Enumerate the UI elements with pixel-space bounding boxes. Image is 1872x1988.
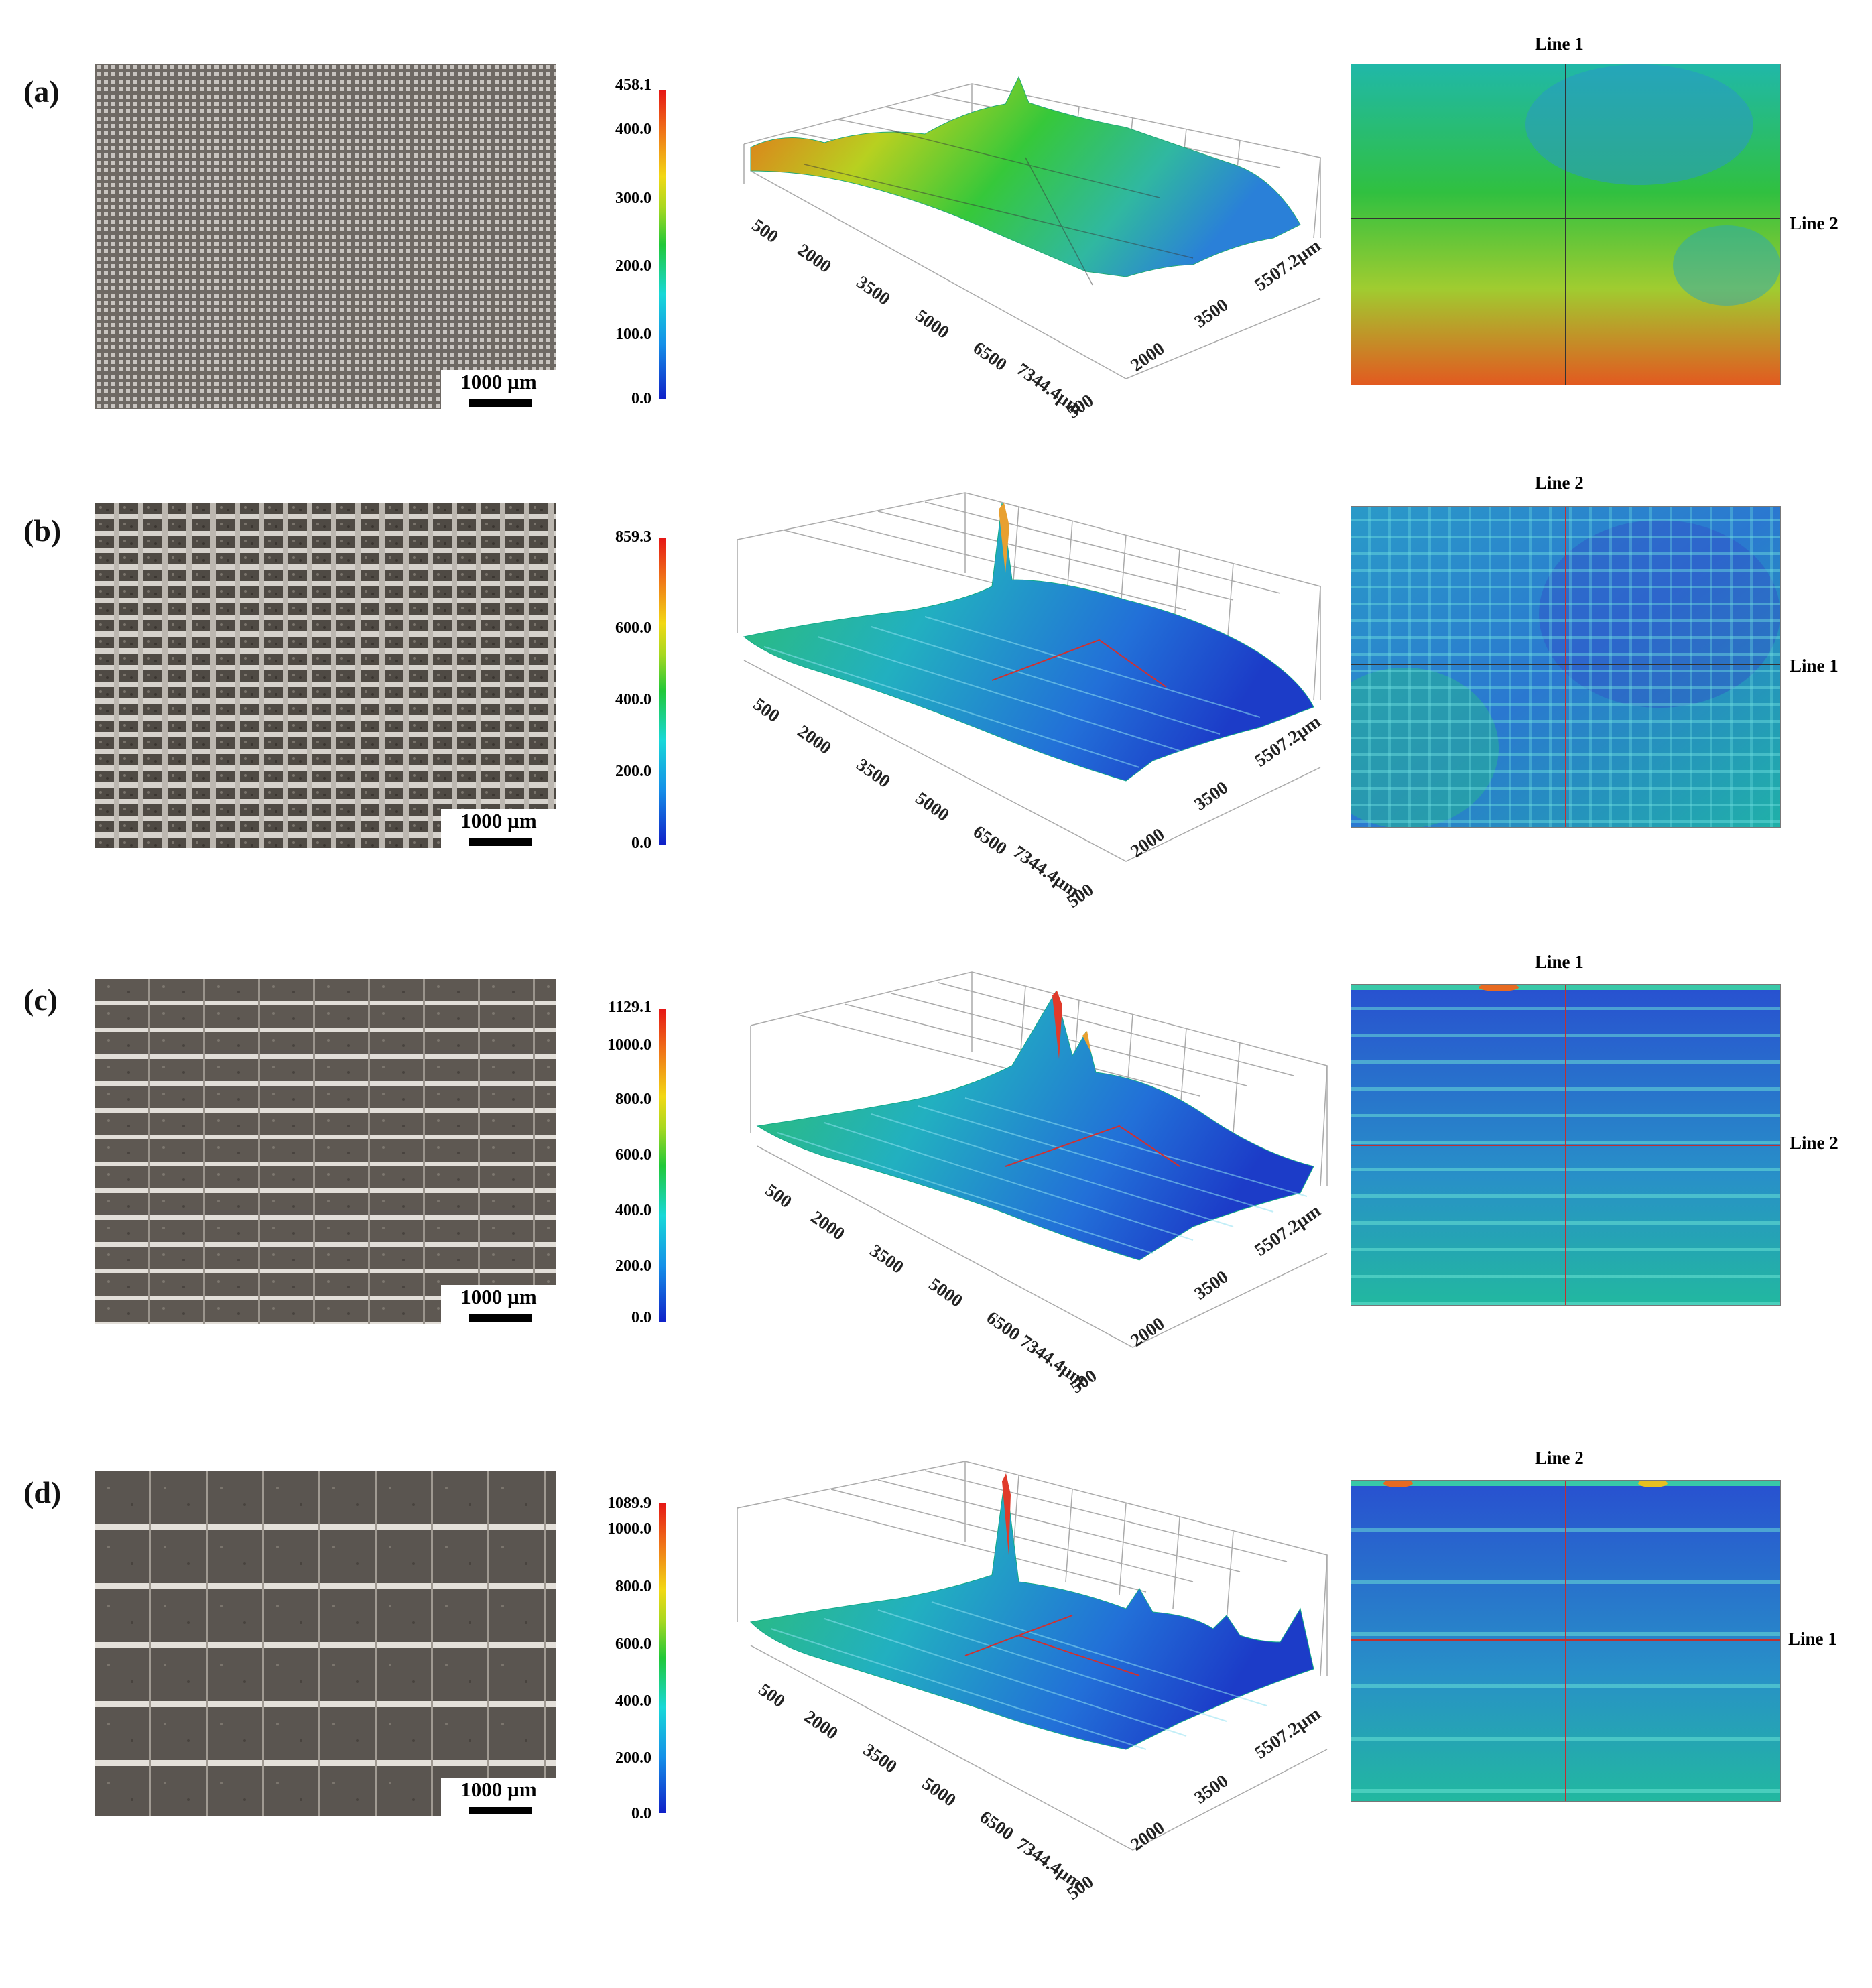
heatmap-b [1351, 506, 1781, 828]
x-tick: 3500 [867, 1240, 908, 1278]
colorbar-a-tick: 400.0 [615, 121, 651, 138]
colorbar-b-tick: 0.0 [631, 834, 651, 852]
x-tick: 3500 [860, 1739, 901, 1777]
x-tick: 2000 [794, 239, 835, 277]
x-tick: 2000 [794, 721, 835, 758]
scale-bar-c: 1000 µm [441, 1285, 556, 1324]
x-tick: 6500 [970, 821, 1011, 859]
colorbar-a-tick: 100.0 [615, 326, 651, 343]
scale-bar-d: 1000 µm [441, 1778, 556, 1816]
y-tick: 2000 [1127, 1313, 1168, 1351]
colorbar-d-tick: 1000.0 [607, 1520, 651, 1538]
micrograph-c: 1000 µm [95, 979, 556, 1324]
colorbar-d-tick: 400.0 [615, 1692, 651, 1710]
heatmap-d-side-label: Line 1 [1788, 1629, 1837, 1649]
micrograph-b: 1000 µm [95, 503, 556, 848]
x-tick: 500 [755, 1679, 789, 1711]
x-tick: 500 [749, 214, 782, 247]
colorbar-c-tick: 1129.1 [608, 999, 651, 1016]
colorbar-c-tick: 600.0 [615, 1146, 651, 1164]
scale-bar-a: 1000 µm [441, 370, 556, 409]
colorbar-a-tick: 200.0 [615, 257, 651, 275]
colorbar-b-tick: 400.0 [615, 691, 651, 708]
heatmap-a-top-label: Line 1 [1535, 34, 1584, 54]
x-tick: 500 [750, 694, 784, 726]
x-tick: 3500 [853, 271, 894, 309]
colorbar-b-tick: 600.0 [615, 619, 651, 637]
y-tick: 3500 [1190, 294, 1231, 332]
surface-plot-a: 500 2000 3500 5000 6500 7344.4µm 500 200… [743, 76, 1324, 422]
micrograph-d: 1000 µm [95, 1471, 556, 1816]
x-tick: 5000 [912, 788, 953, 825]
x-tick: 6500 [977, 1806, 1017, 1844]
colorbar-a-tick: 300.0 [615, 190, 651, 207]
y-tick: 2000 [1127, 1817, 1168, 1855]
heatmap-c [1351, 984, 1781, 1306]
y-end: 5507.2µm [1251, 1200, 1324, 1260]
colorbar-c-tick: 200.0 [615, 1257, 651, 1275]
scale-bar-b: 1000 µm [441, 809, 556, 848]
x-tick: 6500 [983, 1307, 1024, 1345]
colorbar-a-tick: 458.1 [615, 76, 651, 94]
x-tick: 5000 [912, 305, 953, 343]
panel-b-label: (b) [23, 513, 62, 548]
colorbar-d-tick: 600.0 [615, 1635, 651, 1653]
heatmap-d-top-label: Line 2 [1535, 1448, 1584, 1468]
x-tick: 500 [762, 1180, 796, 1212]
x-tick: 6500 [970, 337, 1011, 375]
colorbar-c-tick: 1000.0 [607, 1036, 651, 1054]
colorbar-b [659, 538, 666, 845]
colorbar-c [659, 1009, 666, 1322]
colorbar-d-tick: 800.0 [615, 1578, 651, 1595]
x-tick: 5000 [926, 1273, 966, 1311]
heatmap-a [1351, 64, 1781, 385]
panel-a-label: (a) [23, 74, 60, 109]
y-end: 5507.2µm [1251, 235, 1324, 295]
heatmap-c-side-label: Line 2 [1790, 1133, 1838, 1153]
heatmap-c-top-label: Line 1 [1535, 952, 1584, 972]
surface-plot-d: 500 2000 3500 5000 6500 7344.4µm 500 200… [737, 1461, 1328, 1904]
surface-plot-b: 500 2000 3500 5000 6500 7344.4µm 500 200… [737, 492, 1324, 912]
colorbar-c-tick: 800.0 [615, 1091, 651, 1108]
colorbar-d [659, 1503, 666, 1813]
heatmap-b-top-label: Line 2 [1535, 473, 1584, 493]
x-tick: 2000 [801, 1706, 842, 1743]
colorbar-b-tick: 859.3 [615, 528, 651, 546]
y-tick: 2000 [1127, 824, 1168, 861]
panel-c-label: (c) [23, 983, 58, 1017]
panel-d-label: (d) [23, 1475, 62, 1509]
y-end: 5507.2µm [1251, 1703, 1324, 1763]
colorbar-b-tick: 200.0 [615, 763, 651, 780]
colorbar-c-tick: 400.0 [615, 1202, 651, 1219]
heatmap-a-side-label: Line 2 [1790, 213, 1838, 233]
x-tick: 2000 [808, 1206, 849, 1244]
x-tick: 3500 [853, 754, 894, 792]
x-tick: 5000 [919, 1773, 960, 1810]
colorbar-d-tick: 200.0 [615, 1749, 651, 1767]
heatmap-d [1351, 1480, 1781, 1802]
colorbar-d-tick: 1089.9 [607, 1495, 651, 1512]
micrograph-a: 1000 µm [95, 64, 556, 409]
heatmap-b-side-label: Line 1 [1790, 656, 1838, 676]
surface-plot-c: 500 2000 3500 5000 6500 7344.4µm 500 200… [750, 971, 1328, 1397]
y-tick: 3500 [1190, 1266, 1231, 1304]
colorbar-c-tick: 0.0 [631, 1309, 651, 1326]
y-tick: 3500 [1190, 777, 1231, 814]
colorbar-d-tick: 0.0 [631, 1805, 651, 1822]
colorbar-a [659, 90, 666, 399]
colorbar-a-tick: 0.0 [631, 390, 651, 408]
